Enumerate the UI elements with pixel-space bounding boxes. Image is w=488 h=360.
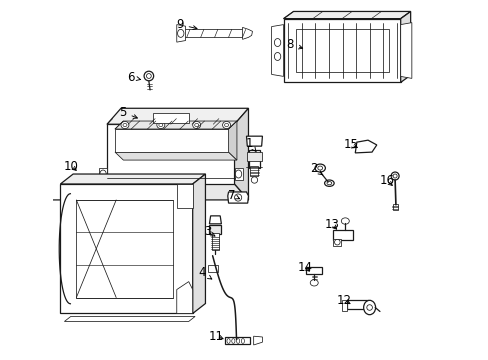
Text: 7: 7 xyxy=(227,189,239,202)
Polygon shape xyxy=(234,108,248,200)
Polygon shape xyxy=(61,184,192,314)
Bar xyxy=(207,265,217,273)
Text: 3: 3 xyxy=(203,225,215,238)
Polygon shape xyxy=(115,121,237,129)
Ellipse shape xyxy=(334,239,340,245)
Ellipse shape xyxy=(317,166,322,170)
Ellipse shape xyxy=(144,71,153,81)
Ellipse shape xyxy=(241,339,244,343)
Polygon shape xyxy=(107,108,248,124)
Ellipse shape xyxy=(226,339,230,343)
Ellipse shape xyxy=(234,194,241,201)
Polygon shape xyxy=(61,174,205,184)
Text: 2: 2 xyxy=(310,162,323,175)
Text: 5: 5 xyxy=(119,106,137,119)
Text: 6: 6 xyxy=(127,71,140,84)
Polygon shape xyxy=(209,216,221,224)
Ellipse shape xyxy=(222,121,230,129)
Ellipse shape xyxy=(224,123,228,127)
Text: 16: 16 xyxy=(379,174,394,187)
Ellipse shape xyxy=(235,170,241,178)
Bar xyxy=(76,200,172,298)
Ellipse shape xyxy=(157,121,164,129)
Ellipse shape xyxy=(236,339,239,343)
Text: 14: 14 xyxy=(297,261,312,274)
Polygon shape xyxy=(99,168,107,180)
Ellipse shape xyxy=(274,39,280,46)
Ellipse shape xyxy=(122,123,127,127)
Ellipse shape xyxy=(177,30,183,37)
Polygon shape xyxy=(400,23,411,78)
Bar xyxy=(295,28,388,72)
Ellipse shape xyxy=(326,181,331,185)
Text: 9: 9 xyxy=(176,18,197,31)
Ellipse shape xyxy=(324,180,333,186)
Ellipse shape xyxy=(390,172,398,180)
Ellipse shape xyxy=(146,73,151,78)
Text: 8: 8 xyxy=(286,38,302,51)
Polygon shape xyxy=(400,12,410,82)
Bar xyxy=(346,300,367,310)
Bar xyxy=(392,204,397,210)
Bar xyxy=(305,267,322,274)
Ellipse shape xyxy=(231,339,234,343)
Polygon shape xyxy=(176,282,192,314)
Bar xyxy=(250,166,258,176)
Text: 12: 12 xyxy=(336,294,351,307)
Ellipse shape xyxy=(192,121,200,129)
Bar xyxy=(224,337,250,344)
Polygon shape xyxy=(192,174,205,314)
Polygon shape xyxy=(283,19,400,82)
Text: 13: 13 xyxy=(324,218,339,231)
Bar xyxy=(249,150,259,168)
Text: 4: 4 xyxy=(198,266,211,279)
Ellipse shape xyxy=(341,218,348,224)
Polygon shape xyxy=(283,12,410,19)
Polygon shape xyxy=(271,24,283,76)
Polygon shape xyxy=(115,129,228,152)
Ellipse shape xyxy=(363,300,375,315)
Polygon shape xyxy=(64,316,195,321)
Polygon shape xyxy=(333,239,341,246)
Polygon shape xyxy=(242,27,252,39)
Text: 1: 1 xyxy=(245,137,256,152)
Polygon shape xyxy=(176,24,185,42)
Polygon shape xyxy=(107,184,248,200)
Ellipse shape xyxy=(274,53,280,60)
Polygon shape xyxy=(228,121,237,160)
Ellipse shape xyxy=(251,177,257,183)
Polygon shape xyxy=(341,300,346,311)
Ellipse shape xyxy=(309,280,318,286)
Bar xyxy=(183,30,244,37)
Polygon shape xyxy=(209,225,221,234)
Polygon shape xyxy=(246,136,262,146)
Polygon shape xyxy=(107,124,234,184)
Ellipse shape xyxy=(194,123,198,127)
Text: 10: 10 xyxy=(63,159,79,172)
Ellipse shape xyxy=(314,164,325,172)
Polygon shape xyxy=(355,140,376,153)
Polygon shape xyxy=(227,192,248,203)
Bar xyxy=(333,230,352,240)
Ellipse shape xyxy=(100,170,106,178)
Ellipse shape xyxy=(392,174,396,178)
Bar xyxy=(212,233,218,250)
Polygon shape xyxy=(153,113,188,123)
Ellipse shape xyxy=(159,123,163,127)
Polygon shape xyxy=(234,168,242,180)
Ellipse shape xyxy=(366,305,372,310)
Polygon shape xyxy=(247,152,261,161)
Text: 15: 15 xyxy=(343,139,358,152)
Text: 11: 11 xyxy=(209,330,224,343)
Polygon shape xyxy=(253,336,262,345)
Polygon shape xyxy=(115,152,237,160)
Polygon shape xyxy=(176,184,192,208)
Ellipse shape xyxy=(121,121,129,129)
